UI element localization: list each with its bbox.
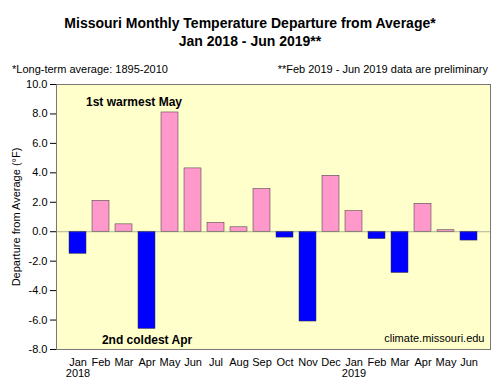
- svg-text:May: May: [436, 356, 457, 368]
- html-text:**Feb 2019 - Jun 2019 data are: **Feb 2019 - Jun 2019 data are prelimina…: [277, 63, 488, 75]
- svg-text:Dec: Dec: [321, 356, 341, 368]
- svg-text:Oct: Oct: [276, 356, 293, 368]
- svg-text:Jun: Jun: [460, 356, 478, 368]
- svg-text:8.0: 8.0: [32, 107, 47, 119]
- svg-text:Mar: Mar: [391, 356, 410, 368]
- svg-text:-4.0: -4.0: [29, 284, 48, 296]
- svg-text:Mar: Mar: [115, 356, 134, 368]
- svg-text:0.0: 0.0: [32, 225, 47, 237]
- svg-text:-8.0: -8.0: [29, 343, 48, 355]
- svg-text:Apr: Apr: [138, 356, 155, 368]
- svg-text:Nov: Nov: [298, 356, 318, 368]
- svg-text:-6.0: -6.0: [29, 314, 48, 326]
- svg-text:Feb: Feb: [92, 356, 111, 368]
- svg-text:2nd coldest Apr: 2nd coldest Apr: [102, 333, 193, 347]
- html-text:*Long-term average: 1895-2010: *Long-term average: 1895-2010: [12, 63, 168, 75]
- svg-text:Jan2019: Jan2019: [342, 356, 366, 379]
- svg-text:1st warmest May: 1st warmest May: [86, 95, 182, 109]
- svg-text:Jun: Jun: [184, 356, 202, 368]
- svg-text:Apr: Apr: [414, 356, 431, 368]
- svg-text:Jan2018: Jan2018: [66, 356, 90, 379]
- svg-text:Aug: Aug: [229, 356, 249, 368]
- svg-text:4.0: 4.0: [32, 166, 47, 178]
- html-text:Missouri Monthly Temperature D: Missouri Monthly Temperature Departure f…: [64, 15, 436, 31]
- svg-text:Jul: Jul: [209, 356, 223, 368]
- svg-text:-2.0: -2.0: [29, 255, 48, 267]
- html-text:Jan 2018 - Jun 2019**: Jan 2018 - Jun 2019**: [178, 33, 322, 49]
- svg-text:May: May: [160, 356, 181, 368]
- svg-text:6.0: 6.0: [32, 137, 47, 149]
- svg-text:2.0: 2.0: [32, 196, 47, 208]
- svg-text:Departure from Average (°F): Departure from Average (°F): [10, 148, 22, 287]
- svg-text:Sep: Sep: [252, 356, 272, 368]
- svg-text:climate.missouri.edu: climate.missouri.edu: [384, 332, 484, 344]
- svg-text:Feb: Feb: [368, 356, 387, 368]
- svg-text:10.0: 10.0: [26, 78, 47, 90]
